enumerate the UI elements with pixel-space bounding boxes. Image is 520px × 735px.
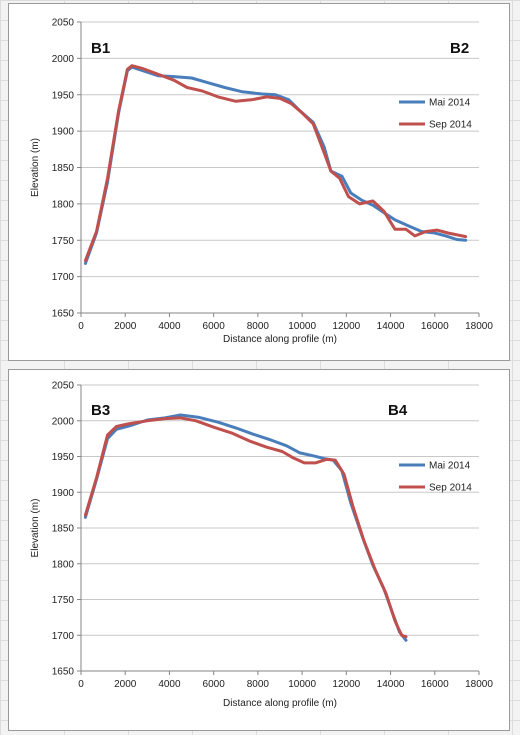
x-tick-label: 16000	[421, 679, 449, 690]
profile-endpoint-label: B4	[388, 402, 408, 419]
x-tick-label: 0	[78, 321, 84, 332]
x-tick-label: 18000	[465, 321, 493, 332]
y-tick-label: 1700	[52, 631, 75, 642]
y-tick-label: 1850	[52, 524, 75, 535]
legend-label: Sep 2014	[429, 120, 472, 131]
x-tick-label: 2000	[114, 679, 137, 690]
profile-endpoint-label: B3	[91, 402, 110, 419]
chart-panel-b3-b4[interactable]: 1650 1700 1750 1800 1850 1900 1950 2000 2050 0 200…	[8, 369, 510, 731]
y-tick-label: 1950	[52, 452, 75, 463]
x-tick-label: 12000	[332, 321, 360, 332]
y-tick-label: 2000	[52, 54, 75, 65]
chart-panel-b1-b2[interactable]: 1650 1700 1750 1800 1850 1900 1950 2000 2050 0 200…	[8, 3, 510, 361]
legend-label: Mai 2014	[429, 98, 471, 109]
x-tick-label: 4000	[158, 321, 181, 332]
y-tick-label: 1800	[52, 559, 75, 570]
x-tick-label: 10000	[288, 679, 316, 690]
y-tick-label: 1950	[52, 90, 75, 101]
y-tick-label: 1750	[52, 236, 75, 247]
x-tick-label: 14000	[377, 679, 405, 690]
x-tick-label: 6000	[203, 321, 226, 332]
elevation-profile-chart-b1-b2: 1650 1700 1750 1800 1850 1900 1950 2000 2050 0 200…	[30, 18, 493, 346]
y-tick-label: 1650	[52, 309, 75, 320]
legend-label: Sep 2014	[429, 483, 472, 494]
profile-endpoint-label: B1	[91, 40, 110, 57]
x-axis-title: Distance along profile (m)	[223, 334, 337, 345]
y-tick-label: 1850	[52, 163, 75, 174]
y-tick-label: 2050	[52, 381, 75, 392]
series-line-sep-2014	[83, 416, 408, 639]
y-tick-label: 1750	[52, 595, 75, 606]
profile-endpoint-label: B2	[450, 40, 469, 57]
y-tick-label: 1900	[52, 127, 75, 138]
y-tick-label: 1700	[52, 272, 75, 283]
x-axis-title: Distance along profile (m)	[223, 698, 337, 709]
x-tick-label: 16000	[421, 321, 449, 332]
y-tick-label: 2050	[52, 18, 75, 29]
x-tick-label: 2000	[114, 321, 137, 332]
x-tick-label: 6000	[203, 679, 226, 690]
y-tick-label: 2000	[52, 416, 75, 427]
x-tick-label: 12000	[332, 679, 360, 690]
legend-label: Mai 2014	[429, 461, 471, 472]
elevation-profile-chart-b3-b4: 1650 1700 1750 1800 1850 1900 1950 2000 2050 0 200…	[30, 381, 493, 710]
x-tick-label: 18000	[465, 679, 493, 690]
y-axis-title: Elevation (m)	[30, 499, 41, 558]
y-tick-label: 1800	[52, 199, 75, 210]
x-tick-label: 0	[78, 679, 84, 690]
x-tick-label: 14000	[377, 321, 405, 332]
y-tick-label: 1900	[52, 488, 75, 499]
y-axis-title: Elevation (m)	[30, 138, 41, 197]
x-tick-label: 8000	[247, 679, 270, 690]
y-tick-label: 1650	[52, 667, 75, 678]
x-tick-label: 8000	[247, 321, 270, 332]
x-tick-label: 10000	[288, 321, 316, 332]
series-line-sep-2014	[83, 64, 468, 263]
x-tick-label: 4000	[158, 679, 181, 690]
